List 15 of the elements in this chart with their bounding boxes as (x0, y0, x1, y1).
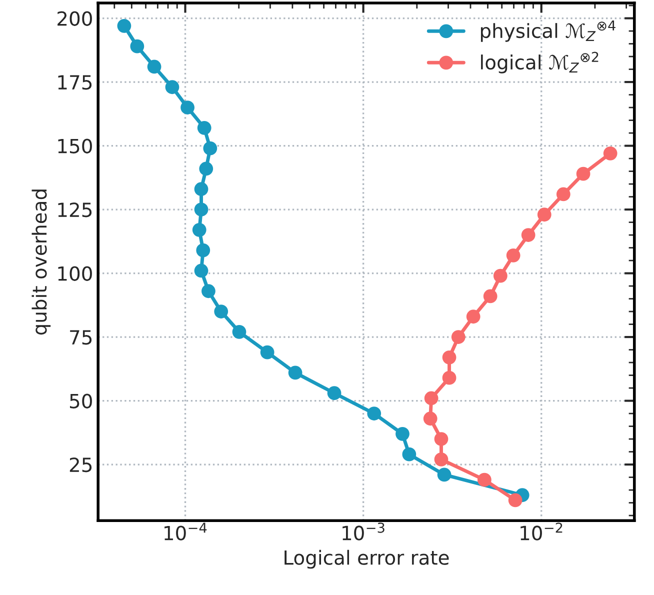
y-tick-label: 200 (58, 11, 92, 26)
x-tick-label: 10$^{−3}$ (342, 522, 384, 540)
legend-label: physical ℳ$_{Z}$$^{⊗4}$ (480, 20, 616, 42)
y-tick-label: 25 (70, 457, 92, 472)
y-tick-label: 75 (70, 330, 92, 345)
y-tick-label: 50 (70, 394, 92, 408)
y-axis-title: qubit overhead (32, 190, 51, 335)
x-tick-label: 10$^{−2}$ (520, 522, 562, 540)
legend-label: logical ℳ$_{Z}$$^{⊗2}$ (481, 52, 598, 74)
y-tick-label: 100 (58, 266, 92, 281)
x-tick-label: 10$^{−4}$ (164, 522, 207, 540)
x-axis-title: Logical error rate (284, 550, 449, 569)
y-tick-label: 150 (58, 138, 92, 154)
y-tick-label: 125 (58, 202, 92, 218)
y-tick-label: 175 (58, 75, 92, 90)
